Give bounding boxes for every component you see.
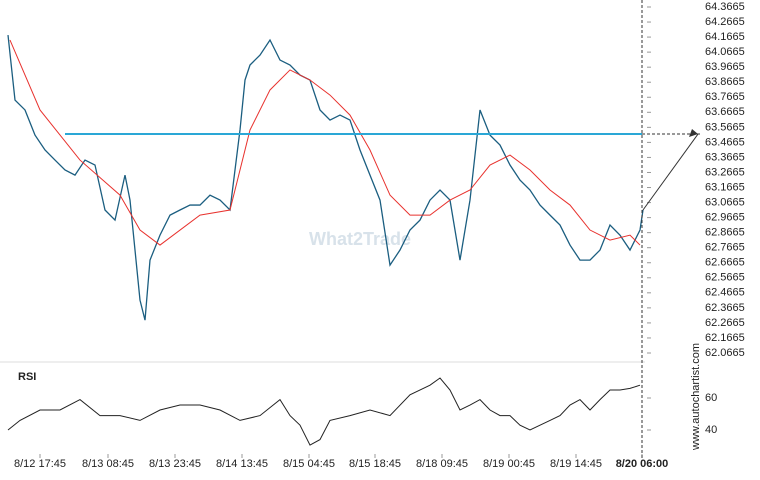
y-tick-label: 63.8665 — [705, 76, 745, 88]
projection-arrow — [642, 133, 699, 211]
x-tick-label: 8/19 14:45 — [550, 458, 602, 470]
x-tick-label: 8/12 17:45 — [14, 458, 66, 470]
y-tick-label: 63.5665 — [705, 121, 745, 133]
y-tick-label: 63.2665 — [705, 166, 745, 178]
arrow-head — [689, 129, 698, 138]
y-tick-label: 62.5665 — [705, 272, 745, 284]
source-label: www.autochartist.com — [690, 343, 702, 451]
y-tick-label: 62.3665 — [705, 302, 745, 314]
y-tick-label: 62.1665 — [705, 332, 745, 344]
y-tick-label: 62.9665 — [705, 212, 745, 224]
y-tick-label: 63.4665 — [705, 136, 745, 148]
y-tick-label: 60 — [705, 392, 717, 404]
line-series — [9, 39, 641, 246]
y-tick-label: 63.3665 — [705, 151, 745, 163]
y-tick-label: 64.1665 — [705, 31, 745, 43]
y-tick-label: 64.0665 — [705, 46, 745, 58]
line-series — [7, 377, 641, 446]
x-tick-label: 8/13 23:45 — [149, 458, 201, 470]
rsi-title: RSI — [18, 371, 36, 383]
x-tick-label: 8/13 08:45 — [82, 458, 134, 470]
y-tick-label: 62.6665 — [705, 257, 745, 269]
x-tick-label: 8/15 04:45 — [283, 458, 335, 470]
y-tick-label: 62.8665 — [705, 227, 745, 239]
y-tick-label: 63.7665 — [705, 91, 745, 103]
x-tick-label: 8/15 18:45 — [349, 458, 401, 470]
y-tick-label: 63.9665 — [705, 61, 745, 73]
y-tick-label: 63.6665 — [705, 106, 745, 118]
y-tick-label: 63.0665 — [705, 196, 745, 208]
x-tick-label: 8/18 09:45 — [416, 458, 468, 470]
y-tick-label: 62.2665 — [705, 317, 745, 329]
y-tick-label: 63.1665 — [705, 181, 745, 193]
y-tick-label: 64.3665 — [705, 1, 745, 13]
y-tick-label: 40 — [705, 424, 717, 436]
watermark: What2Trade — [309, 229, 411, 249]
y-tick-label: 64.2665 — [705, 16, 745, 28]
x-tick-label: 8/14 13:45 — [216, 458, 268, 470]
x-tick-label: 8/20 06:00 — [616, 458, 669, 470]
y-tick-label: 62.7665 — [705, 242, 745, 254]
line-series — [7, 34, 644, 321]
y-tick-label: 62.0665 — [705, 347, 745, 359]
x-tick-label: 8/19 00:45 — [483, 458, 535, 470]
y-tick-label: 62.4665 — [705, 287, 745, 299]
